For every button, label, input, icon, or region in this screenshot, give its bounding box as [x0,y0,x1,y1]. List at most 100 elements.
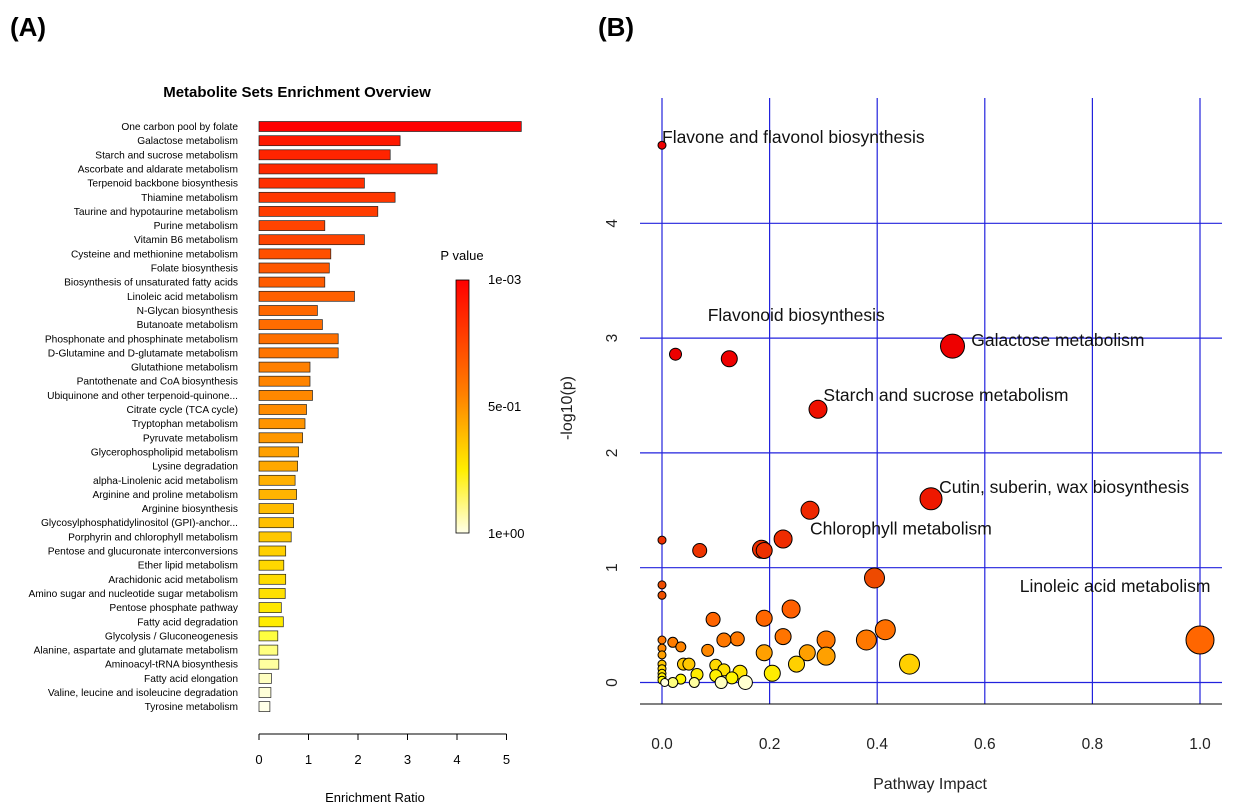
bar-category-label: Galactose metabolism [137,136,238,147]
bar-category-label: Tyrosine metabolism [145,702,238,713]
bar [258,687,272,698]
pathway-annotation: Galactose metabolism [971,330,1144,350]
x-tick-label: 0.2 [759,736,781,753]
x-tick-label: 1.0 [1189,736,1211,753]
scatter-annotations: Flavone and flavonol biosynthesis Flavono… [662,127,1210,596]
bar-category-label: Porphyrin and chlorophyll metabolism [68,532,238,543]
scatter-point [940,333,965,359]
bar [258,276,326,288]
scatter-point [864,567,885,589]
bar [258,390,313,401]
bar-category-label: N-Glycan biosynthesis [137,306,238,317]
scatter-point [1185,625,1215,655]
bar-category-label: Purine metabolism [154,221,238,232]
bar [258,573,287,585]
scatter-point [682,657,696,671]
bar-category-label: Aminoacyl-tRNA biosynthesis [105,660,238,671]
bar [258,163,438,175]
bar-category-label: Ether lipid metabolism [138,561,238,572]
y-tick-label: 3 [604,334,621,343]
scatter-point [855,629,877,651]
bar [258,121,522,132]
y-tick-label: 4 [604,219,621,228]
bar-category-label: Amino sugar and nucleotide sugar metabol… [28,589,238,600]
scatter-points [657,140,1215,690]
legend-title: P value [440,248,483,263]
scatter-point [808,399,828,419]
scatter-point [669,347,682,361]
pathway-annotation: Flavonoid biosynthesis [708,305,885,325]
scatter-point [737,675,753,690]
bar-category-label: Glycerophospholipid metabolism [91,447,238,458]
bar [258,220,326,231]
x-tick-label: 0.4 [866,736,888,753]
bar-category-label: Phosphonate and phosphinate metabolism [45,334,238,345]
x-tick-label: 4 [453,752,460,767]
bar-category-label: Fatty acid degradation [137,617,238,628]
scatter-point [763,664,781,682]
x-tick-label: 3 [404,752,411,767]
bar [258,418,306,430]
bar [258,658,280,670]
scatter-point [688,677,700,688]
scatter-point [657,635,667,645]
scatter-point [816,646,836,666]
scatter-point [657,140,667,150]
scatter-point [729,631,745,647]
bar [258,616,284,628]
x-tick-label: 1 [305,752,312,767]
legend-color-bar [455,279,470,534]
scatter-point [667,677,679,688]
bar [258,262,330,274]
bar-group: One carbon pool by folate Galactose metab… [28,121,522,713]
panel-b-label: (B) [598,12,634,42]
scatter-point [874,619,896,641]
bar-category-label: Ascorbate and aldarate metabolism [78,164,238,175]
bar-category-label: D-Glutamine and D-glutamate metabolism [48,348,238,359]
bar-category-label: Arginine biosynthesis [142,504,238,515]
bar [258,361,311,373]
bar-category-label: Thiamine metabolism [141,193,238,204]
bar-category-label: Pentose phosphate pathway [109,603,238,614]
bar [258,517,294,529]
bar-category-label: Glutathione metabolism [131,363,238,374]
scatter-point [773,529,793,549]
bar-category-label: Glycolysis / Gluconeogenesis [105,631,238,642]
bar-category-label: Pyruvate metabolism [143,433,238,444]
bar [258,503,294,514]
scatter-point [781,599,801,619]
scatter-point [816,630,836,650]
legend-label-top: 1e-03 [488,272,521,287]
bar [258,432,303,444]
scatter-grid [640,98,1222,704]
scatter-point [657,535,667,545]
x-tick-label: 0 [255,752,262,767]
bar [258,248,332,260]
bar-x-axis: 0 1 2 3 4 5 [255,733,510,767]
bar [258,191,396,203]
bar [258,588,286,599]
x-tick-label: 0.6 [974,736,996,753]
bar-category-label: Taurine and hypotaurine metabolism [74,207,238,218]
scatter-point [755,542,773,559]
y-tick-label: 1 [604,563,621,572]
bar-chart-title: Metabolite Sets Enrichment Overview [163,84,431,101]
bar-category-label: Vitamin B6 metabolism [134,235,238,246]
scatter-point [798,644,816,662]
bar [258,305,318,316]
legend-label-mid: 5e-01 [488,399,521,414]
pathway-annotation: Chlorophyll metabolism [810,518,992,538]
scatter-point [701,643,715,657]
bar-category-label: Terpenoid backbone biosynthesis [87,179,238,190]
pathway-annotation: Linoleic acid metabolism [1020,576,1211,596]
bar-category-label: Cysteine and methionine metabolism [71,249,238,260]
pathway-annotation: Cutin, suberin, wax biosynthesis [939,477,1189,497]
scatter-point [660,678,670,687]
bar-category-label: Lysine degradation [152,462,238,473]
scatter-point [657,580,667,590]
panel-b: (B) Flavone and flavonol biosynthesis Fla… [559,0,1250,805]
bar-category-label: Glycosylphosphatidylinositol (GPI)-ancho… [41,518,238,529]
scatter-point [657,590,667,600]
scatter-point [800,500,820,520]
bar-category-label: Linoleic acid metabolism [127,292,238,303]
